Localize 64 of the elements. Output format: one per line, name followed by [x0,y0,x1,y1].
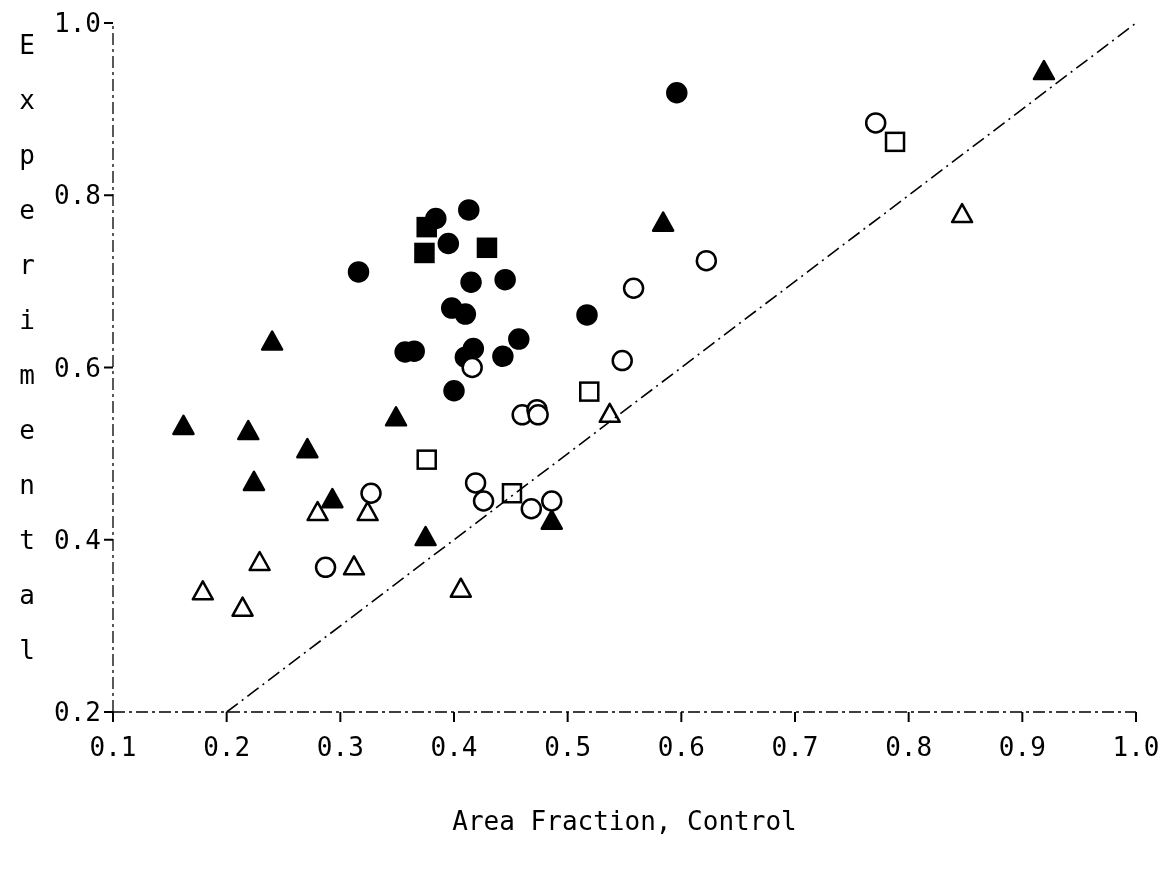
point [231,596,254,617]
point [260,330,284,351]
point [598,402,621,424]
point [454,303,477,325]
point [172,414,195,436]
point [541,490,563,512]
point [476,237,498,259]
x-tick-label: 1.0 [1112,732,1160,762]
x-tick-label: 0.9 [998,732,1046,762]
point [864,112,887,134]
point [884,131,906,153]
point [501,482,523,504]
point [443,380,465,402]
point [296,437,319,459]
point [384,406,408,427]
point [461,356,483,379]
point [414,525,437,547]
point [666,82,688,104]
point [449,577,473,598]
x-tick-label: 0.6 [657,732,705,762]
point [527,404,549,426]
point [540,509,563,530]
point [492,345,514,368]
point [576,304,598,326]
point [356,500,379,522]
x-tick-label: 0.1 [89,732,137,762]
point [191,580,215,601]
x-tick-label: 0.7 [771,732,819,762]
point [414,242,435,264]
point [508,328,530,350]
point [458,199,480,221]
y-tick-label: 0.2 [54,697,101,728]
point [622,277,645,300]
x-tick-label: 0.2 [203,732,251,762]
text: Experimental [19,30,35,665]
y-tick-label: 0.4 [54,524,101,555]
point [347,261,370,283]
point [460,271,482,293]
point [306,500,329,522]
point [579,381,600,402]
point [494,268,516,291]
point [360,482,382,504]
point [314,556,337,579]
x-tick-label: 0.4 [430,732,478,762]
x-tick-label: 0.5 [544,732,592,762]
point [321,487,344,509]
point [464,472,487,494]
point [437,232,460,255]
x-tick-label: 0.8 [885,732,933,762]
point [695,249,718,272]
y-tick-label: 0.8 [54,180,101,211]
point [237,419,260,441]
y-tick-label: 0.6 [54,352,101,383]
point [248,550,271,572]
point [472,490,495,512]
x-axis-title: Area Fraction, Control [452,806,797,836]
point [416,449,437,470]
point [416,216,437,238]
point [242,470,266,492]
x-tick-label: 0.3 [316,732,364,762]
point [611,349,633,372]
y-tick-label: 1.0 [54,8,101,39]
point [520,498,543,520]
point [342,555,366,576]
